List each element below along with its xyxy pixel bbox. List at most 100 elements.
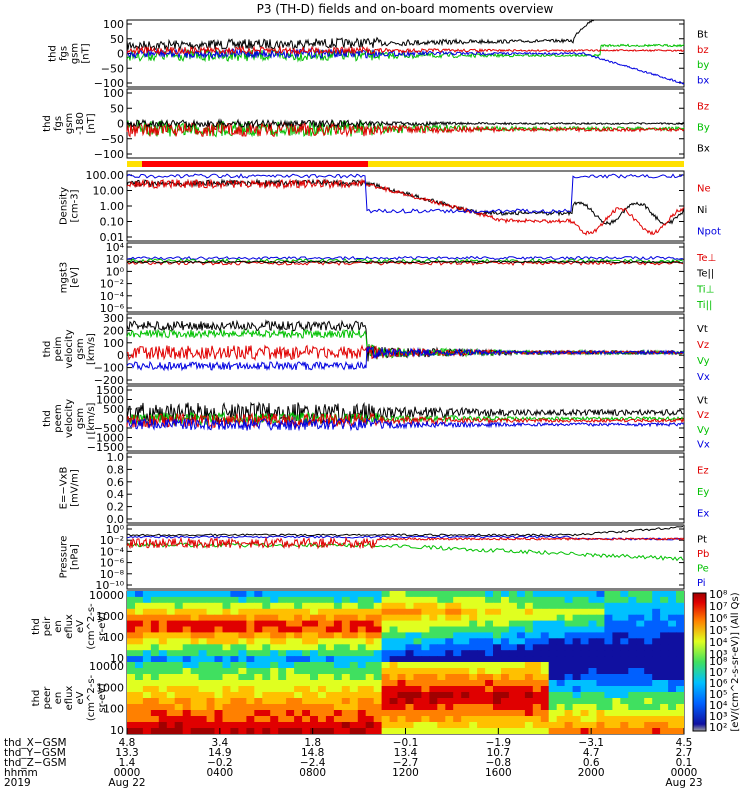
spec-cell — [278, 668, 287, 675]
spec-cell — [493, 680, 502, 687]
spec-cell — [628, 728, 637, 734]
y-tick-label: 0 — [117, 413, 124, 426]
spec-cell — [127, 591, 136, 598]
y-tick-label: 10000 — [89, 589, 124, 602]
spec-cell — [254, 662, 263, 669]
spec-cell — [310, 620, 319, 628]
spec-cell — [564, 710, 574, 717]
spec-cell — [501, 662, 510, 669]
spec-cell — [437, 632, 446, 639]
spec-cell — [349, 680, 359, 687]
spec-cell — [588, 722, 598, 729]
spec-cell — [365, 680, 375, 687]
spec-cell — [381, 608, 391, 616]
spec-cell — [596, 704, 606, 711]
ephemeris-value: 3.4 — [211, 737, 228, 749]
spec-cell — [302, 668, 311, 675]
spec-cell — [302, 596, 311, 604]
spec-cell — [445, 692, 454, 699]
spec-cell — [246, 686, 255, 693]
spec-cell — [620, 620, 629, 628]
spec-cell — [190, 668, 200, 675]
spec-cell — [254, 680, 263, 687]
spec-cell — [389, 728, 399, 734]
spec-cell — [437, 680, 446, 687]
spec-cell — [381, 620, 391, 628]
spec-cell — [612, 674, 621, 681]
spec-cell — [604, 698, 613, 705]
spec-cell — [453, 686, 462, 693]
spec-cell — [429, 668, 438, 675]
spec-cell — [413, 722, 423, 729]
spec-cell — [413, 626, 423, 633]
spec-cell — [270, 680, 279, 687]
spec-cell — [524, 680, 534, 687]
spec-cell — [254, 596, 263, 604]
spec-cell — [540, 716, 550, 723]
spec-cell — [612, 596, 621, 604]
spec-cell — [182, 638, 192, 645]
spec-cell — [469, 710, 478, 717]
spec-cell — [262, 656, 271, 662]
spec-cell — [246, 632, 255, 639]
spec-cell — [405, 591, 415, 598]
spec-cell — [413, 591, 423, 598]
spec-cell — [668, 596, 677, 604]
spec-cell — [620, 674, 629, 681]
spec-cell — [294, 614, 303, 622]
spec-cell — [564, 596, 574, 604]
spec-cell — [158, 698, 168, 705]
spec-cell — [302, 716, 311, 723]
spec-cell — [127, 728, 136, 734]
spec-cell — [564, 644, 574, 651]
spec-cell — [341, 692, 351, 699]
spec-cell — [166, 686, 176, 693]
spec-cell — [516, 716, 526, 723]
spec-cell — [174, 591, 184, 598]
spec-cell — [357, 680, 367, 687]
spec-cell — [485, 650, 494, 657]
spec-cell — [341, 722, 351, 729]
spec-cell — [676, 644, 684, 651]
spec-cell — [421, 656, 430, 662]
spec-cell — [365, 692, 375, 699]
spec-cell — [508, 638, 518, 645]
spec-cell — [206, 716, 216, 723]
spec-cell — [246, 716, 255, 723]
spec-cell — [676, 656, 684, 662]
spec-cell — [469, 674, 478, 681]
spec-cell — [135, 686, 144, 693]
spec-cell — [668, 650, 677, 657]
spec-cell — [278, 710, 287, 717]
spec-cell — [501, 704, 510, 711]
series-vz — [127, 344, 685, 361]
y-axis-label: [nT] — [86, 113, 97, 133]
spec-cell — [365, 656, 375, 662]
spec-cell — [532, 626, 542, 633]
spec-cell — [493, 716, 502, 723]
spec-cell — [564, 656, 574, 662]
spec-cell — [389, 591, 399, 598]
spec-cell — [278, 674, 287, 681]
spec-cell — [397, 698, 407, 705]
spec-cell — [421, 602, 430, 610]
y-axis-label: (cm^2-s- — [86, 603, 97, 650]
spec-cell — [246, 596, 255, 604]
spec-cell — [596, 591, 606, 598]
ephemeris-value: 4.8 — [119, 737, 136, 749]
spec-cell — [174, 686, 184, 693]
spec-cell — [532, 674, 542, 681]
spec-cell — [341, 710, 351, 717]
spec-cell — [294, 656, 303, 662]
ephemeris-value: −1.9 — [486, 737, 512, 749]
spec-cell — [310, 596, 319, 604]
spec-cell — [381, 680, 391, 687]
series-vx — [126, 345, 685, 372]
spec-cell — [206, 602, 216, 610]
spec-cell — [166, 728, 176, 734]
spec-cell — [206, 656, 216, 662]
spec-cell — [445, 596, 454, 604]
spec-cell — [644, 638, 653, 645]
spec-cell — [508, 596, 518, 604]
spec-cell — [318, 626, 327, 633]
